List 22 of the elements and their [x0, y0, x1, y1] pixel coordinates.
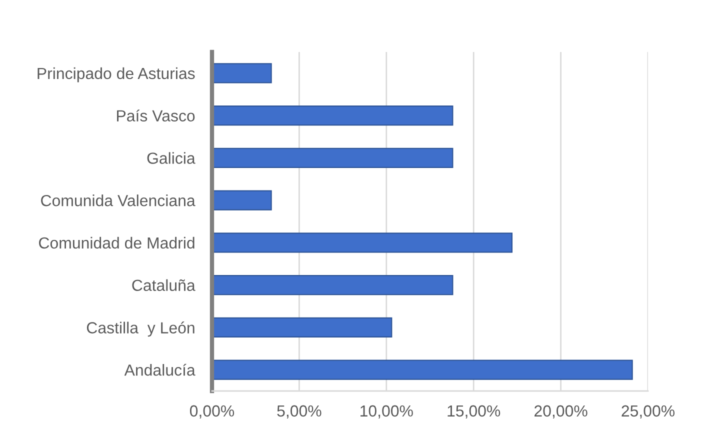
- bar: [212, 63, 272, 84]
- bar: [212, 274, 454, 296]
- bar: [212, 190, 272, 210]
- x-tick-label: 0,00%: [190, 405, 234, 419]
- y-tick-label: Galicia: [147, 152, 196, 164]
- x-tick-label: 10,00%: [360, 405, 413, 419]
- y-tick-label: Comunidad de Madrid: [39, 236, 194, 249]
- x-tick-label: 20,00%: [534, 405, 588, 419]
- y-tick-label: Andalucía: [124, 364, 196, 376]
- bar: [212, 105, 454, 126]
- bar: [212, 360, 633, 380]
- y-tick-label: Principado de Asturias: [38, 67, 195, 82]
- bar: [212, 148, 454, 168]
- y-tick-label: Castilla y León: [86, 322, 194, 337]
- y-tick-label: País Vasco: [117, 110, 195, 122]
- x-tick-label: 15,00%: [448, 405, 500, 419]
- y-tick-label: Cataluña: [132, 279, 196, 292]
- bar: [212, 317, 392, 338]
- x-tick-label: 5,00%: [277, 405, 322, 419]
- bar: [212, 232, 513, 253]
- y-tick-label: Comunida Valenciana: [41, 194, 196, 206]
- x-tick-label: 25,00%: [622, 405, 675, 419]
